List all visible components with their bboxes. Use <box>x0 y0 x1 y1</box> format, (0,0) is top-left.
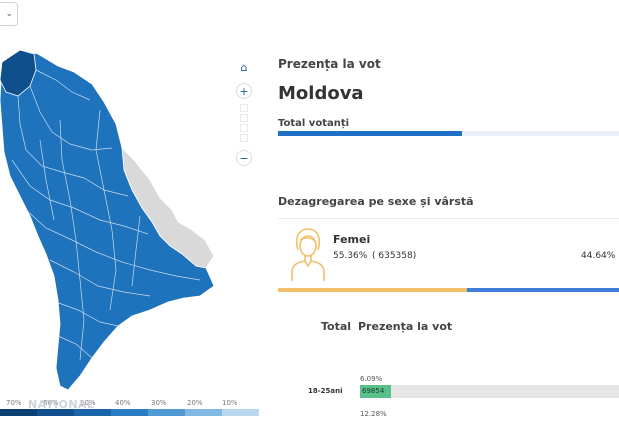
zoom-level-tick[interactable] <box>240 124 248 132</box>
minus-icon: − <box>239 151 249 165</box>
region-name: Moldova <box>278 83 364 104</box>
breakdown-heading: Dezagregarea pe sexe și vârstă <box>278 195 474 208</box>
zoom-out-button[interactable]: − <box>236 150 252 166</box>
age-row-label: 18-25ani <box>308 387 343 395</box>
turnout-heading: Prezența la vot <box>278 57 381 71</box>
total-voters-bar <box>278 131 619 136</box>
legend-label: 40% <box>115 399 131 407</box>
zoom-level-tick[interactable] <box>240 114 248 122</box>
legend-swatch <box>148 409 185 416</box>
legend-label: 30% <box>151 399 167 407</box>
moldova-map[interactable] <box>0 40 225 400</box>
age-row-bar[interactable]: 69854 <box>360 385 619 398</box>
legend-swatch <box>222 409 259 416</box>
total-voters-bar-fill <box>278 131 463 136</box>
home-button[interactable]: ⌂ <box>236 59 252 75</box>
legend-swatch <box>185 409 222 416</box>
map-district-borders <box>11 69 201 361</box>
legend-swatch <box>0 409 37 416</box>
zoom-in-button[interactable]: + <box>236 83 252 99</box>
legend-swatch <box>37 409 74 416</box>
plus-icon: + <box>239 84 249 98</box>
legend-label: 70% <box>6 399 22 407</box>
male-percent: 44.64% <box>581 251 616 261</box>
map-legend: 70% 60% 50% 40% 30% 20% 10% <box>0 398 260 421</box>
age-row-bar-fill <box>360 385 392 398</box>
gender-split-male <box>466 288 619 292</box>
age-row-percent-bottom: 12.28% <box>360 410 387 418</box>
column-header-total: Total <box>321 320 352 333</box>
gender-split-bar <box>278 288 619 292</box>
woman-icon <box>291 228 325 281</box>
female-label: Femei <box>333 233 371 246</box>
zoom-level-tick[interactable] <box>240 104 248 112</box>
female-percent: 55.36% <box>333 251 368 261</box>
home-icon: ⌂ <box>240 60 248 74</box>
legend-swatch <box>111 409 148 416</box>
age-row-percent-top: 6.09% <box>360 375 383 383</box>
map-region-main[interactable] <box>0 49 215 391</box>
gender-split-female <box>278 288 467 292</box>
column-header-turnout: Prezența la vot <box>358 320 453 333</box>
region-select[interactable]: ⌄ <box>0 2 18 26</box>
age-row-count: 69854 <box>362 387 385 395</box>
legend-label: 60% <box>43 399 59 407</box>
gender-card <box>278 218 619 292</box>
zoom-level-tick[interactable] <box>240 134 248 142</box>
legend-label: 10% <box>222 399 238 407</box>
legend-swatch <box>74 409 111 416</box>
female-count: ( 635358) <box>372 251 417 261</box>
legend-label: 50% <box>80 399 96 407</box>
legend-label: 20% <box>187 399 203 407</box>
chevron-down-icon: ⌄ <box>5 9 13 19</box>
total-voters-label: Total votanți <box>278 118 350 129</box>
watermark-logo: NATIONAL <box>28 398 95 411</box>
